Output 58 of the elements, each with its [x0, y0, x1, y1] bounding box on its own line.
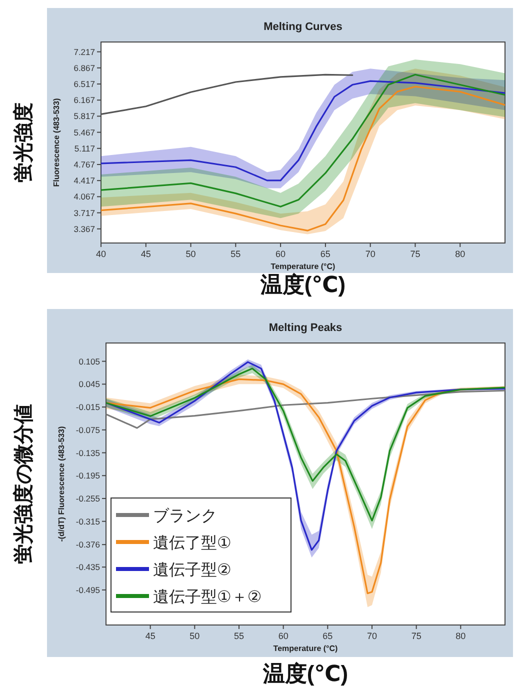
- y-tick-label: 5.117: [74, 143, 96, 154]
- text: 温度(℃): [262, 661, 348, 686]
- x-tick-label: 55: [234, 631, 244, 641]
- y-tick-label: 4.417: [74, 176, 96, 186]
- y-tick-label: 3.717: [74, 208, 96, 218]
- x-tick-label: 40: [96, 249, 106, 259]
- legend-label: 遺伝了型①: [153, 535, 232, 552]
- y-tick-label: -0.495: [76, 584, 100, 595]
- y-tick-label: 4.067: [74, 192, 96, 202]
- y-axis-title: -(d/dT) Fluorescence (483-533): [57, 426, 66, 542]
- x-tick-label: 65: [320, 249, 330, 259]
- line-series: [106, 390, 505, 429]
- x-tick-label: 50: [186, 249, 196, 259]
- text: 温度(℃): [259, 272, 346, 297]
- y-tick-label: -0.255: [76, 493, 100, 504]
- y-tick-label: 7.217: [74, 46, 96, 57]
- y-tick-label: -0.435: [76, 562, 100, 572]
- y-tick-label: 0.045: [78, 379, 100, 390]
- y-tick-label: 4.767: [74, 159, 96, 170]
- y-tick-label: -0.075: [76, 424, 100, 435]
- line-series: [101, 80, 505, 182]
- y-axis-title: Fluorescence (483-533): [52, 98, 61, 187]
- text: 蛍光強度の微分値: [12, 404, 35, 564]
- line-series: [101, 74, 354, 116]
- chart-title: Melting Curves: [264, 21, 342, 33]
- x-axis-title: Temperature (°C): [270, 262, 336, 271]
- x-tick-label: 60: [276, 249, 286, 259]
- legend-label: 遺伝子型②: [153, 562, 232, 579]
- y-tick-label: -0.015: [76, 402, 100, 412]
- x-tick-label: 70: [366, 631, 378, 641]
- y-tick-label: 0.105: [78, 356, 100, 366]
- x-tick-label: 55: [230, 249, 241, 259]
- y-tick-label: 6.167: [74, 95, 96, 106]
- line-series: [101, 74, 505, 208]
- y-tick-label: 5.817: [74, 111, 96, 122]
- y-tick-label: 3.367: [74, 224, 96, 234]
- x-tick-label: 65: [322, 631, 333, 641]
- x-tick-label: 50: [190, 631, 200, 641]
- x-tick-label: 80: [455, 249, 466, 259]
- y-tick-label: 6.517: [74, 78, 96, 89]
- y-tick-label: -0.135: [76, 448, 100, 458]
- y-tick-label: -0.315: [76, 516, 100, 526]
- x-tick-label: 75: [411, 631, 422, 641]
- x-tick-label: 45: [145, 631, 156, 641]
- x-tick-label: 70: [365, 249, 376, 259]
- x-tick-label: 80: [456, 631, 466, 641]
- y-tick-label: 5.467: [74, 127, 96, 138]
- text: 蛍光強度: [12, 102, 35, 182]
- y-tick-label: -0.376: [76, 540, 100, 550]
- legend-label: ブランク: [153, 507, 217, 525]
- chart-title: Melting Peaks: [268, 322, 342, 334]
- y-tick-label: 6.867: [74, 62, 96, 73]
- x-tick-label: 60: [278, 631, 288, 641]
- x-axis-title: Temperature (°C): [273, 644, 338, 653]
- x-tick-label: 75: [410, 249, 420, 259]
- x-tick-label: 45: [140, 249, 151, 259]
- y-tick-label: -0.195: [76, 470, 100, 481]
- legend-label: 遺伝子型①＋②: [153, 589, 262, 606]
